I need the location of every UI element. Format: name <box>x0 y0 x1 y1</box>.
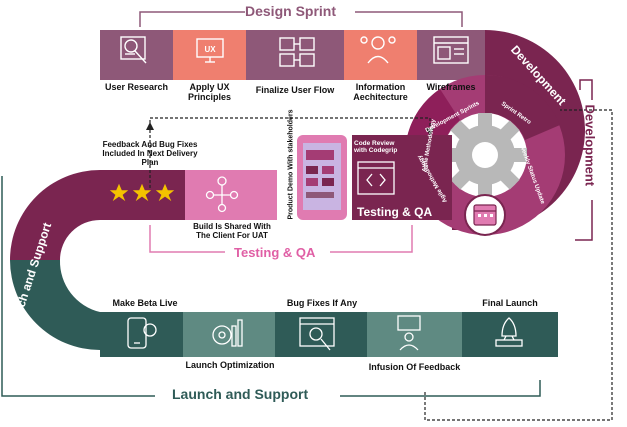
launch-curve-lower <box>10 260 100 350</box>
development-side-title: Development <box>582 104 598 187</box>
testing-qa-box-title: Testing & QA <box>357 205 433 219</box>
user-flow-label: Finalize User Flow <box>255 85 335 95</box>
launch-step-beta-tile <box>100 312 183 357</box>
launch-curve-upper <box>10 170 100 260</box>
star-icon <box>108 182 130 203</box>
user-research-label: User Research <box>104 82 169 92</box>
wireframes-icon <box>433 36 469 64</box>
feedback-label: Feedback And Bug Fixes Included In Next … <box>102 140 198 168</box>
bug-fix-icon <box>299 317 335 351</box>
user-flow-icon <box>279 37 315 67</box>
dev-ring-segment <box>485 74 560 140</box>
launch-optimization-label: Launch Optimization <box>185 360 275 370</box>
infusion-feedback-label: Infusion Of Feedback <box>368 362 461 372</box>
design-step-ux-tile <box>173 30 246 80</box>
design-sprint-bracket <box>139 11 463 27</box>
feedback-person-icon <box>397 315 421 351</box>
testing-qa-title: Testing & QA <box>234 245 316 260</box>
star-icon <box>131 182 153 203</box>
phone-mockup <box>297 135 347 220</box>
arrow-head <box>426 128 434 136</box>
star-icon <box>154 182 176 203</box>
launch-step-optimization-tile <box>183 312 275 357</box>
launch-step-feedback-tile <box>367 312 462 357</box>
phone-touch-icon <box>127 317 157 349</box>
svg-text:UX: UX <box>204 45 216 54</box>
code-review-label: Code Review with Codegrip <box>354 140 398 155</box>
design-sprint-title: Design Sprint <box>245 3 337 19</box>
calendar-icon <box>464 194 506 236</box>
make-beta-live-label: Make Beta Live <box>112 298 178 308</box>
team-share-icon <box>205 176 239 213</box>
product-demo-label: Product Demo With stakeholders <box>287 109 295 220</box>
design-step-user-flow-tile <box>246 30 344 80</box>
testing-bracket <box>149 225 413 253</box>
final-launch-label: Final Launch <box>482 298 538 308</box>
development-bracket <box>575 79 593 241</box>
bug-fixes-label: Bug Fixes If Any <box>286 298 358 308</box>
information-architecture-label: Information Aechitecture <box>353 82 408 103</box>
information-architecture-icon <box>360 36 396 64</box>
design-step-wireframes-tile <box>417 30 485 80</box>
gear-icon <box>443 113 527 197</box>
ux-principles-icon: UX <box>196 38 224 63</box>
code-window-icon <box>357 161 395 195</box>
design-step-ia-tile <box>344 30 417 80</box>
launch-bracket <box>1 176 541 397</box>
ux-principles-label: Apply UX Principles <box>187 82 232 103</box>
user-research-icon <box>120 36 147 64</box>
launch-step-bugfix-tile <box>275 312 367 357</box>
feedback-loop-arrow <box>149 109 613 421</box>
arrow-head <box>146 122 154 130</box>
rocket-icon <box>495 317 523 347</box>
rating-stars <box>108 182 176 203</box>
build-shared-label: Build Is Shared With The Client For UAT <box>193 222 271 241</box>
design-step-user-research-tile <box>100 30 173 80</box>
optimization-gear-icon <box>212 319 243 347</box>
wireframes-label: Wireframes <box>426 82 476 92</box>
launch-support-title: Launch and Support <box>172 386 309 402</box>
